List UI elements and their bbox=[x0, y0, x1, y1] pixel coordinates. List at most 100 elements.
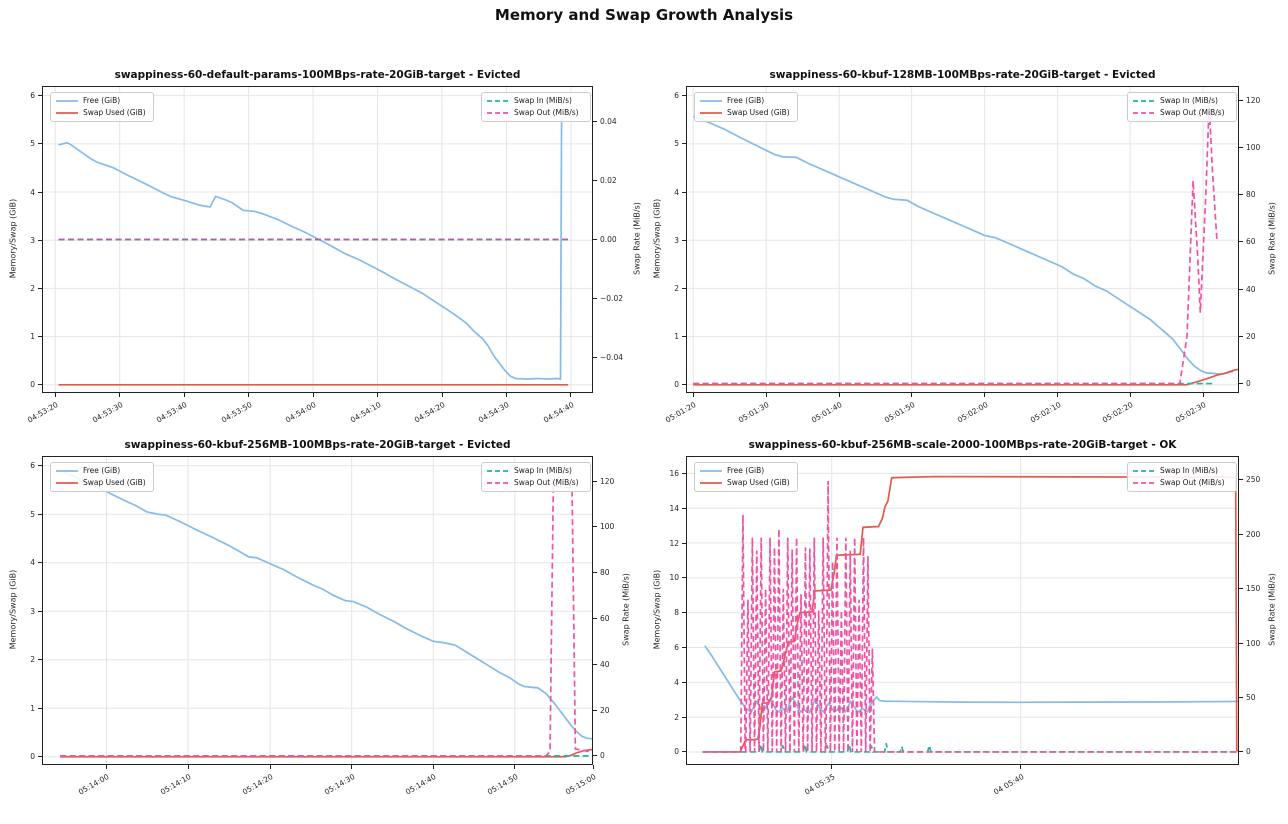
y-tick-label-left: 10 bbox=[669, 573, 679, 583]
x-tick-mark bbox=[183, 393, 185, 397]
y-axis-label-right: Swap Rate (MiB/s) bbox=[1267, 572, 1277, 646]
y-tick-label-right: 60 bbox=[1246, 237, 1256, 247]
y-tick-label-left: 3 bbox=[30, 235, 35, 245]
y-tick-label-left: 6 bbox=[30, 461, 35, 471]
y-tick-mark-right bbox=[593, 572, 597, 574]
x-tick-label: 04:53:40 bbox=[154, 400, 189, 425]
y-tick-mark-right bbox=[1239, 288, 1243, 290]
y-tick-label-right: 100 bbox=[1246, 142, 1261, 152]
legend-item: Swap Out (MiB/s) bbox=[487, 478, 583, 488]
legend-item-label: Swap Out (MiB/s) bbox=[1160, 108, 1225, 117]
y-tick-mark-left bbox=[38, 513, 42, 515]
y-tick-label-left: 5 bbox=[674, 139, 679, 149]
y-tick-mark-right bbox=[593, 120, 597, 122]
y-tick-label-left: 16 bbox=[669, 468, 679, 478]
legend-swatch-line bbox=[56, 112, 78, 114]
x-tick-label: 05:02:20 bbox=[1100, 400, 1135, 425]
legend-memory: Free (GiB) Swap Used (GiB) bbox=[694, 92, 798, 122]
x-tick-label: 04:54:10 bbox=[348, 400, 383, 425]
x-tick-mark bbox=[432, 765, 434, 769]
x-tick-label: 04 05:40 bbox=[991, 772, 1026, 797]
y-tick-mark-right bbox=[1239, 533, 1243, 535]
y-tick-label-left: 1 bbox=[674, 332, 679, 342]
x-tick-label: 05:01:50 bbox=[882, 400, 917, 425]
x-tick-label: 05:02:00 bbox=[955, 400, 990, 425]
y-tick-mark-left bbox=[38, 384, 42, 386]
legend-swatch-line bbox=[56, 482, 78, 484]
y-tick-mark-left bbox=[682, 751, 686, 753]
legend-item-label: Free (GiB) bbox=[83, 466, 121, 475]
legend-item: Free (GiB) bbox=[700, 96, 790, 106]
legend-item-label: Free (GiB) bbox=[727, 466, 765, 475]
legend-item: Swap In (MiB/s) bbox=[487, 466, 583, 476]
y-tick-mark-left bbox=[38, 287, 42, 289]
y-tick-mark-left bbox=[38, 610, 42, 612]
y-tick-label-left: 5 bbox=[30, 509, 35, 519]
y-tick-mark-right bbox=[593, 709, 597, 711]
y-axis-label-left: Memory/Swap (GiB) bbox=[652, 198, 662, 278]
legend-item: Swap Out (MiB/s) bbox=[1133, 108, 1229, 118]
y-tick-mark-right bbox=[1239, 642, 1243, 644]
x-tick-mark bbox=[312, 393, 314, 397]
legend-item: Free (GiB) bbox=[56, 466, 146, 476]
legend-item: Swap Out (MiB/s) bbox=[1133, 478, 1229, 488]
series-line-free-gib bbox=[59, 469, 593, 740]
y-tick-label-right: 200 bbox=[1246, 529, 1261, 539]
y-tick-label-left: 12 bbox=[669, 538, 679, 548]
y-tick-mark-left bbox=[682, 612, 686, 614]
y-tick-mark-right bbox=[1239, 194, 1243, 196]
y-tick-label-right: −0.04 bbox=[600, 353, 623, 363]
y-tick-label-right: 60 bbox=[600, 614, 610, 623]
x-tick-mark bbox=[1020, 765, 1022, 769]
y-tick-label-right: 0.00 bbox=[600, 235, 617, 244]
y-tick-label-left: 0 bbox=[30, 380, 35, 390]
series-line-free-gib bbox=[58, 117, 563, 381]
x-tick-mark bbox=[1057, 393, 1059, 397]
y-tick-mark-left bbox=[38, 465, 42, 467]
y-tick-label-right: 120 bbox=[600, 476, 615, 486]
x-tick-mark bbox=[377, 393, 379, 397]
y-tick-label-left: 6 bbox=[30, 91, 35, 101]
x-tick-mark bbox=[1129, 393, 1131, 397]
y-tick-label-right: 0 bbox=[600, 751, 605, 761]
series-line-swap-out-mib-s bbox=[693, 104, 1218, 385]
legend-item-label: Swap Used (GiB) bbox=[83, 478, 146, 487]
y-tick-mark-right bbox=[593, 663, 597, 665]
x-tick-mark bbox=[838, 393, 840, 397]
x-tick-mark bbox=[514, 765, 516, 769]
legend-item: Swap Used (GiB) bbox=[56, 478, 146, 488]
y-tick-mark-right bbox=[1239, 588, 1243, 590]
y-tick-label-right: 100 bbox=[600, 522, 615, 532]
legend-memory: Free (GiB) Swap Used (GiB) bbox=[50, 92, 154, 122]
y-tick-label-left: 2 bbox=[674, 283, 679, 293]
y-tick-mark-left bbox=[38, 95, 42, 97]
legend-item: Swap In (MiB/s) bbox=[1133, 96, 1229, 106]
legend-item-label: Free (GiB) bbox=[727, 96, 765, 105]
y-tick-label-left: 2 bbox=[674, 712, 679, 722]
y-tick-mark-right bbox=[1239, 241, 1243, 243]
y-tick-mark-left bbox=[682, 336, 686, 338]
y-tick-label-right: 40 bbox=[600, 659, 610, 669]
legend-item-label: Free (GiB) bbox=[83, 96, 121, 105]
legend-swatch-line bbox=[56, 100, 78, 102]
y-axis-label-left: Memory/Swap (GiB) bbox=[8, 198, 18, 278]
series-line-free-gib bbox=[692, 115, 1234, 376]
y-tick-label-left: 6 bbox=[674, 642, 679, 652]
y-tick-mark-right bbox=[593, 755, 597, 757]
legend-swatch-line bbox=[56, 470, 78, 472]
y-tick-mark-right bbox=[593, 480, 597, 482]
y-tick-mark-left bbox=[38, 562, 42, 564]
y-tick-label-right: 0 bbox=[1246, 747, 1251, 757]
chart-title: swappiness-60-kbuf-256MB-100MBps-rate-20… bbox=[124, 439, 511, 451]
x-tick-mark bbox=[105, 765, 107, 769]
y-tick-mark-right bbox=[593, 239, 597, 240]
y-tick-mark-left bbox=[682, 716, 686, 718]
y-tick-label-left: 1 bbox=[30, 332, 35, 342]
y-tick-label-left: 4 bbox=[30, 558, 35, 568]
y-tick-label-right: 20 bbox=[600, 705, 610, 715]
axes-spine bbox=[686, 86, 1239, 393]
axes-spine bbox=[42, 456, 593, 765]
y-axis-label-left: Memory/Swap (GiB) bbox=[8, 569, 18, 649]
y-tick-label-left: 3 bbox=[30, 606, 35, 616]
y-tick-label-left: 4 bbox=[674, 677, 679, 687]
